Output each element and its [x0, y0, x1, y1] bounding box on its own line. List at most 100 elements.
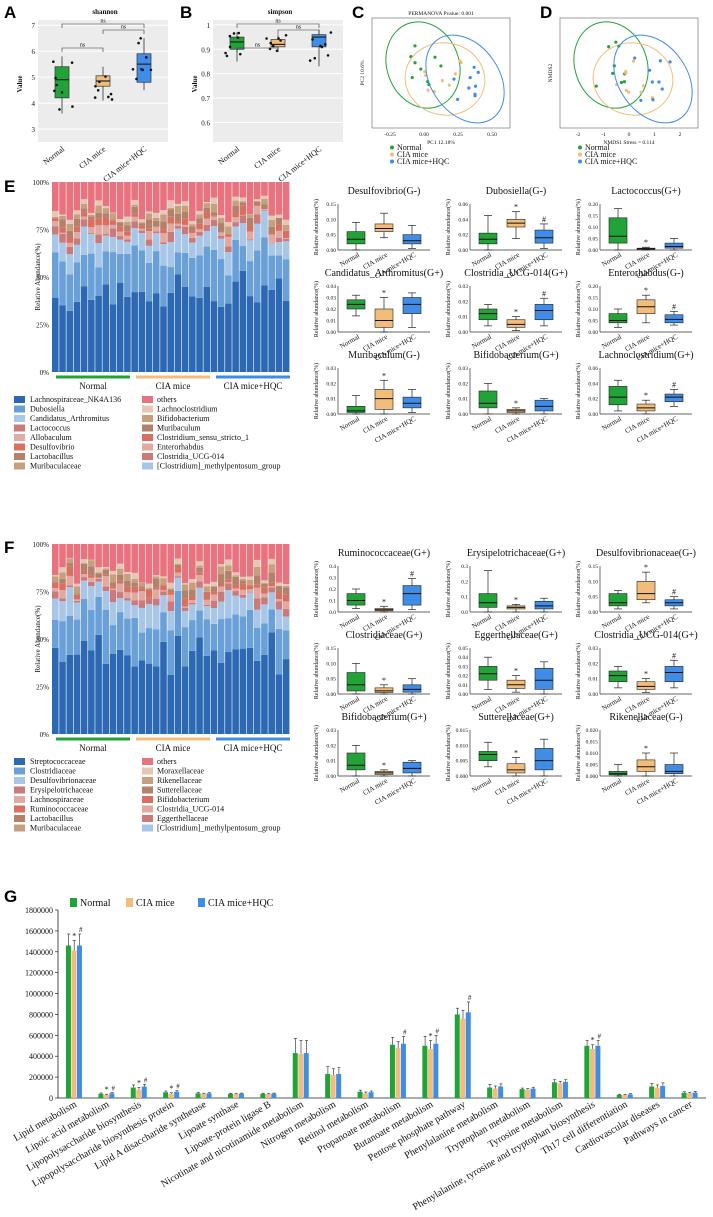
stack-segment-others: [268, 182, 275, 216]
stack-segment: [232, 197, 239, 201]
y-tick-label: 3: [32, 126, 36, 134]
stack-segment: [196, 211, 203, 215]
panel-f-family-boxplots: Ruminococcaceae(G+)Relative abundance(%)…: [313, 548, 698, 807]
panel-title: Desulfovibrionaceae(G-): [596, 548, 696, 559]
stack-segment-others: [59, 544, 66, 567]
y-tick-label: 0.01: [458, 683, 468, 689]
y-tick-label: 0.01: [326, 759, 336, 765]
stack-segment: [153, 579, 160, 588]
stack-segment: [175, 204, 182, 206]
bar-1: [395, 1048, 400, 1098]
significance-mark: *: [591, 1036, 595, 1045]
legend-marker: [390, 160, 394, 164]
stack-segment: [139, 292, 146, 372]
stack-segment: [95, 213, 102, 219]
stack-segment: [261, 211, 268, 238]
stack-segment: [153, 605, 160, 629]
stack-segment: [254, 199, 261, 201]
sample-point: [623, 80, 626, 83]
stack-segment: [225, 226, 232, 234]
data-point: [54, 77, 57, 80]
stack-segment-others: [52, 544, 59, 575]
group-label: CIA mice: [156, 743, 191, 753]
sample-point: [419, 67, 422, 70]
stack-segment: [153, 213, 160, 218]
y-tick-label: 0.005: [586, 763, 599, 769]
stack-segment: [160, 221, 167, 229]
stack-segment: [211, 216, 218, 217]
stack-segment: [52, 217, 59, 218]
stack-segment: [276, 218, 283, 225]
legend-label: Desulfovibrionaceae: [30, 776, 97, 785]
y-tick-label: 0.06: [458, 202, 468, 208]
stack-segment: [95, 296, 102, 372]
box-2: [535, 748, 553, 769]
stack-segment: [131, 579, 138, 582]
stack-segment: [283, 617, 290, 631]
data-point: [272, 45, 275, 48]
stack-segment: [240, 598, 247, 617]
stack-segment: [167, 592, 174, 595]
stack-segment: [66, 616, 73, 655]
stack-segment-others: [232, 182, 239, 197]
stack-segment: [261, 623, 268, 655]
legend-label: Enterorhabdus: [157, 443, 204, 452]
stack-segment: [211, 591, 218, 594]
stack-segment: [182, 234, 189, 253]
legend-swatch: [142, 777, 153, 784]
y-axis-title: Relative abundance(%): [445, 363, 452, 419]
legend-swatch: [14, 425, 25, 432]
stack-segment: [175, 206, 182, 214]
stack-segment: [131, 587, 138, 593]
stack-segment: [160, 595, 167, 612]
stack-segment: [102, 251, 109, 284]
stack-segment: [153, 233, 160, 251]
sample-point: [633, 56, 636, 59]
legend-swatch: [14, 768, 25, 775]
box-0: [230, 37, 244, 49]
stack-segment: [189, 221, 196, 224]
sample-point: [413, 44, 416, 47]
sample-point: [659, 59, 662, 62]
stack-segment: [203, 592, 210, 593]
stack-segment: [110, 304, 117, 372]
stack-segment-others: [110, 544, 117, 571]
stack-segment: [160, 266, 167, 307]
panel-letter-b: B: [180, 3, 192, 22]
bar-0: [682, 1093, 687, 1098]
stack-segment: [81, 219, 88, 226]
stack-segment: [52, 218, 59, 221]
y-tick-label: 0.6: [201, 119, 210, 127]
stack-segment: [124, 581, 131, 587]
stack-segment: [268, 290, 275, 372]
stack-segment: [189, 296, 196, 372]
stack-segment-others: [117, 182, 124, 219]
stack-segment: [211, 601, 218, 608]
stack-segment: [160, 229, 167, 233]
stack-segment: [218, 259, 225, 307]
chart-title: PERMANOVA Pvalue: 0.001: [408, 11, 474, 17]
stack-segment: [240, 590, 247, 595]
stack-segment: [52, 576, 59, 581]
stack-segment: [95, 206, 102, 213]
stack-segment: [283, 225, 290, 231]
legend-label: Muribaculaceae: [30, 462, 82, 471]
legend-marker: [578, 146, 582, 150]
stack-segment: [88, 576, 95, 578]
stack-segment: [225, 304, 232, 372]
stack-segment: [59, 621, 66, 662]
stack-segment: [203, 605, 210, 606]
stack-segment: [196, 581, 203, 587]
y-tick-label: 0.4: [329, 564, 336, 570]
stack-segment-others: [182, 182, 189, 201]
stack-segment: [225, 234, 232, 236]
stack-segment: [232, 282, 239, 372]
stack-segment: [146, 263, 153, 302]
stack-segment: [117, 232, 124, 236]
bar-2: [77, 946, 82, 1098]
significance-mark: *: [382, 371, 386, 380]
bar-1: [460, 1019, 465, 1098]
stack-segment: [225, 583, 232, 590]
x-tick-label: 0.00: [419, 132, 429, 138]
y-tick-label: 0.15: [588, 564, 598, 570]
